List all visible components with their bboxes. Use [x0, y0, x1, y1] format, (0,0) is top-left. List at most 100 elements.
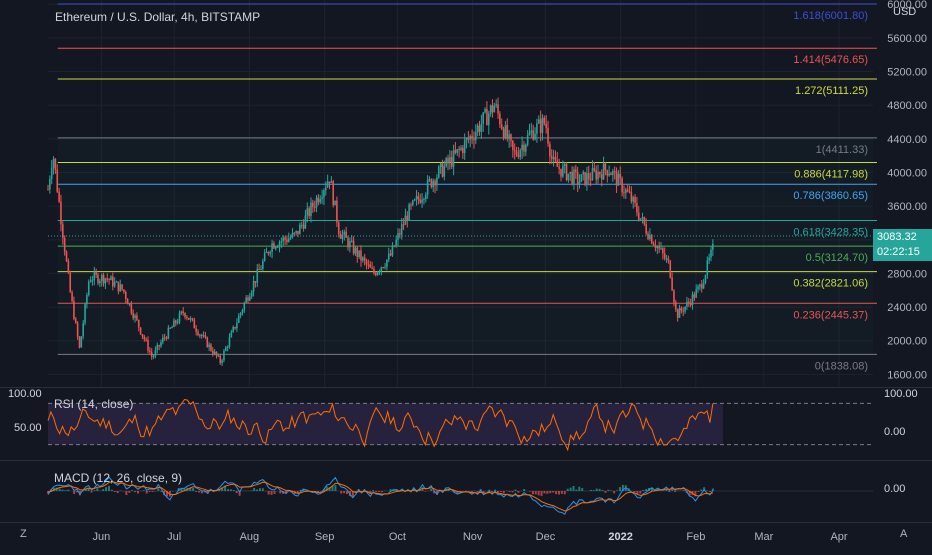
candle-body — [114, 282, 116, 286]
candle-body — [571, 172, 573, 184]
candle-body — [449, 157, 451, 163]
candle-body — [284, 238, 286, 240]
macd-histogram-bar — [64, 490, 66, 491]
macd-histogram-bar — [538, 491, 540, 495]
price-chart[interactable]: 1.618(6001.80)1.414(5476.65)1.272(5111.2… — [0, 0, 932, 387]
candle-body — [294, 233, 296, 234]
macd-histogram-bar — [613, 491, 615, 493]
candle-body — [384, 267, 386, 268]
candle-body — [253, 281, 255, 292]
candle-body — [381, 267, 383, 271]
candle-body — [66, 252, 68, 261]
candle-body — [395, 240, 397, 247]
candle-body — [142, 334, 144, 336]
candle-body — [638, 213, 640, 220]
candle-body — [308, 208, 310, 216]
rsi-pane[interactable]: RSI (14, close) 100.00 50.00 100.00 0.00 — [0, 388, 932, 460]
candle-body — [616, 171, 618, 185]
candle-body — [458, 149, 460, 150]
candle-body — [251, 292, 253, 297]
price-tick-label: 2800.00 — [887, 268, 927, 280]
candle-body — [421, 200, 423, 203]
macd-histogram-bar — [334, 485, 336, 491]
candle-body — [466, 138, 468, 140]
candle-body — [653, 243, 655, 245]
candle-body — [699, 284, 701, 286]
candle-body — [606, 170, 608, 175]
macd-histogram-bar — [67, 490, 69, 491]
candle-body — [312, 203, 314, 207]
candle-body — [527, 135, 529, 145]
candle-body — [112, 277, 114, 287]
candle-body — [429, 179, 431, 180]
macd-histogram-bar — [108, 486, 110, 491]
candle-body — [136, 315, 138, 320]
candle-body — [529, 133, 531, 135]
macd-pane[interactable]: MACD (12, 26, close, 9) 0.00 — [0, 461, 932, 522]
candle-body — [549, 144, 551, 157]
candle-body — [188, 318, 190, 320]
candle-body — [494, 106, 496, 113]
macd-histogram-bar — [137, 491, 139, 493]
macd-histogram-bar — [477, 491, 479, 492]
candle-body — [201, 335, 203, 336]
candle-body — [512, 141, 514, 150]
currency-label[interactable]: USD — [893, 6, 916, 18]
candle-body — [332, 181, 334, 205]
candle-body — [486, 109, 488, 125]
price-tick-label: 1600.00 — [887, 369, 927, 381]
candle-body — [260, 269, 262, 270]
candle-body — [477, 126, 479, 132]
macd-histogram-bar — [581, 488, 583, 491]
candle-body — [481, 124, 483, 132]
candle-body — [701, 284, 703, 288]
candle-body — [271, 243, 273, 252]
candle-body — [225, 348, 227, 351]
macd-histogram-bar — [642, 490, 644, 491]
candle-body — [347, 238, 349, 247]
candle-body — [668, 258, 670, 260]
macd-histogram-bar — [593, 490, 595, 491]
candle-body — [156, 345, 158, 350]
macd-right-mid-label: 0.00 — [884, 483, 905, 495]
candle-body — [190, 318, 192, 319]
candle-body — [558, 167, 560, 169]
candle-body — [108, 279, 110, 280]
candle-body — [644, 217, 646, 224]
candle-body — [234, 327, 236, 328]
candle-body — [90, 281, 92, 282]
candle-body — [581, 174, 583, 182]
candle-body — [290, 237, 292, 238]
auto-scale-button[interactable]: A — [900, 528, 907, 540]
candle-body — [371, 268, 373, 269]
candle-body — [405, 216, 407, 225]
macd-histogram-bar — [160, 491, 162, 492]
macd-histogram-bar — [500, 491, 502, 492]
candle-body — [82, 323, 84, 336]
macd-histogram-bar — [256, 490, 258, 491]
candle-body — [419, 199, 421, 202]
candle-body — [703, 283, 705, 289]
timezone-button[interactable]: Z — [20, 528, 27, 540]
macd-title: MACD (12, 26, close, 9) — [54, 471, 182, 485]
rsi-chart[interactable] — [0, 388, 932, 460]
candle-body — [71, 292, 73, 301]
candle-body — [553, 157, 555, 159]
candle-body — [564, 164, 566, 166]
candle-body — [51, 168, 53, 179]
macd-histogram-bar — [683, 490, 685, 491]
price-pane[interactable]: 1.618(6001.80)1.414(5476.65)1.272(5111.2… — [0, 0, 932, 387]
macd-histogram-bar — [532, 491, 534, 494]
candle-body — [75, 319, 77, 323]
candle-body — [360, 250, 362, 260]
macd-histogram-bar — [700, 489, 702, 491]
price-tick-label: 4400.00 — [887, 134, 927, 146]
candle-body — [262, 261, 264, 269]
candle-body — [327, 182, 329, 188]
candle-body — [97, 275, 99, 283]
candle-body — [451, 157, 453, 167]
candle-body — [199, 335, 201, 336]
candle-body — [547, 128, 549, 144]
